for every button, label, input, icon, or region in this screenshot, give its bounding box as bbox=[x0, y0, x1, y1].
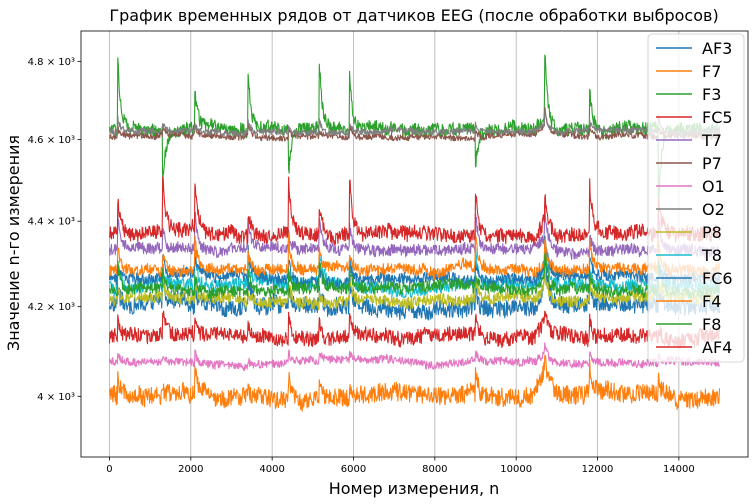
series-line-f4 bbox=[108, 232, 721, 280]
legend-label: FC5 bbox=[702, 108, 733, 127]
x-tick-label: 12000 bbox=[582, 464, 614, 475]
legend-label: P7 bbox=[702, 154, 722, 173]
x-tick-label: 4000 bbox=[259, 464, 284, 475]
legend-label: AF4 bbox=[702, 338, 732, 357]
series-line-o2 bbox=[109, 110, 721, 137]
series-layer bbox=[108, 54, 721, 412]
x-tick-label: 10000 bbox=[500, 464, 532, 475]
y-tick-label: 4.8 × 10³ bbox=[28, 57, 75, 68]
legend-label: FC6 bbox=[702, 269, 733, 288]
plot-frame bbox=[80, 30, 749, 458]
legend-label: F4 bbox=[702, 292, 721, 311]
x-tick-label: 2000 bbox=[178, 464, 203, 475]
series-line-p7 bbox=[109, 106, 720, 142]
series-line-f8 bbox=[108, 253, 721, 300]
legend-label: T7 bbox=[701, 131, 722, 150]
y-tick-label: 4.6 × 10³ bbox=[28, 135, 75, 146]
x-tick-label: 6000 bbox=[341, 464, 366, 475]
y-tick-label: 4.2 × 10³ bbox=[28, 302, 75, 313]
legend-label: F8 bbox=[702, 315, 721, 334]
series-line-f3 bbox=[108, 54, 721, 213]
legend-label: AF3 bbox=[702, 39, 732, 58]
x-axis: 0 2000 4000 6000 8000 10000 12000 14000 bbox=[106, 457, 695, 475]
legend: AF3 F7 F3 FC5 T7 P7 O1 O2 P8 T8 FC6 F4 F8 AF4 bbox=[647, 33, 745, 363]
legend-label: F3 bbox=[702, 85, 721, 104]
legend-label: T8 bbox=[701, 246, 722, 265]
x-tick-label: 0 bbox=[106, 464, 112, 475]
series-line-af4 bbox=[108, 176, 721, 246]
series-line-f7 bbox=[108, 354, 721, 412]
series-line-af3 bbox=[108, 253, 721, 321]
series-line-o1 bbox=[108, 342, 720, 371]
grid bbox=[109, 31, 680, 457]
y-tick-label: 4.4 × 10³ bbox=[28, 217, 75, 228]
x-tick-label: 8000 bbox=[422, 464, 447, 475]
y-tick-label: 4 × 10³ bbox=[37, 392, 75, 403]
legend-label: P8 bbox=[702, 223, 722, 242]
y-axis-label: Значение n-го измерения bbox=[4, 135, 23, 351]
series-line-fc6 bbox=[108, 235, 721, 290]
chart-title: График временных рядов от датчиков EEG (… bbox=[109, 6, 718, 25]
series-line-t7 bbox=[108, 203, 720, 260]
series-line-fc5 bbox=[108, 310, 721, 349]
x-axis-label: Номер измерения, n bbox=[329, 479, 500, 498]
x-tick-label: 14000 bbox=[663, 464, 695, 475]
legend-box bbox=[647, 33, 745, 363]
legend-label: F7 bbox=[702, 62, 721, 81]
y-axis: 4 × 10³ 4.2 × 10³ 4.4 × 10³ 4.6 × 10³ 4.8 × … bbox=[28, 57, 81, 403]
legend-label: O2 bbox=[702, 200, 725, 219]
legend-label: O1 bbox=[702, 177, 725, 196]
series-line-t8 bbox=[109, 243, 721, 299]
